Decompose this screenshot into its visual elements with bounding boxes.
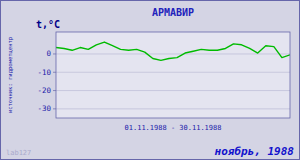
watermark: lab127 (6, 149, 31, 157)
grid-line (56, 90, 290, 91)
chart: 0 -10 -20 -30 АРМАВИР t,°C 01.11.1988 - 30.11.… (0, 0, 300, 160)
tick-label: -10 (37, 68, 51, 77)
title: АРМАВИР (152, 7, 194, 18)
grid-line (56, 108, 290, 109)
plot-marks (56, 42, 290, 60)
tick-mark (53, 72, 56, 73)
tick-label: -30 (37, 104, 51, 113)
grid-line (56, 53, 290, 54)
plot-frame (56, 32, 290, 118)
grid-line (56, 72, 290, 73)
tick-mark (53, 108, 56, 109)
temperature-line (56, 42, 290, 60)
y-label: t,°C (36, 19, 60, 30)
tick-label: 0 (46, 49, 51, 58)
background (0, 0, 300, 160)
tick-mark (53, 53, 56, 54)
period-label: ноябрь, 1988 (215, 145, 295, 158)
tick-label: -20 (37, 86, 51, 95)
x-label: 01.11.1988 - 30.11.1988 (125, 124, 222, 132)
plot-area (56, 32, 290, 118)
source-label: источник: гидрометцентр (7, 37, 14, 113)
tick-mark (53, 90, 56, 91)
chart-container: 0 -10 -20 -30 АРМАВИР t,°C 01.11.1988 - 30.11.… (0, 0, 300, 160)
outer-border (1, 1, 300, 160)
